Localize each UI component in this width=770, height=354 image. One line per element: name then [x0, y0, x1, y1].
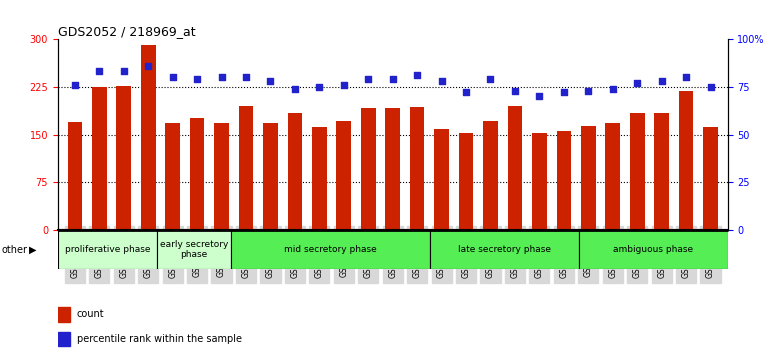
Text: count: count: [76, 309, 104, 319]
Point: [337, 82, 350, 88]
Bar: [214, 123, 229, 230]
Bar: [630, 114, 644, 230]
Bar: [579, 230, 728, 269]
Point: [484, 76, 497, 82]
Point: [411, 73, 424, 78]
Bar: [557, 131, 571, 230]
Point: [509, 88, 521, 93]
Text: ambiguous phase: ambiguous phase: [613, 245, 693, 254]
Bar: [410, 107, 424, 230]
Text: early secretory
phase: early secretory phase: [160, 240, 229, 259]
Point: [216, 74, 228, 80]
Point: [655, 78, 668, 84]
Bar: [166, 123, 180, 230]
Bar: [116, 86, 131, 230]
Text: other: other: [2, 245, 28, 255]
Bar: [336, 120, 351, 230]
Point: [436, 78, 448, 84]
Bar: [507, 106, 522, 230]
Point: [387, 76, 399, 82]
Text: percentile rank within the sample: percentile rank within the sample: [76, 334, 242, 344]
Bar: [483, 120, 498, 230]
Point: [142, 63, 154, 69]
Bar: [654, 114, 669, 230]
Point: [460, 90, 472, 95]
Bar: [189, 118, 205, 230]
Point: [362, 76, 374, 82]
Bar: [678, 91, 694, 230]
Point: [582, 88, 594, 93]
Text: mid secretory phase: mid secretory phase: [284, 245, 377, 254]
Bar: [58, 332, 70, 347]
Bar: [58, 230, 157, 269]
Bar: [68, 122, 82, 230]
Point: [166, 74, 179, 80]
Point: [557, 90, 570, 95]
Bar: [92, 87, 107, 230]
Bar: [434, 130, 449, 230]
Bar: [239, 106, 253, 230]
Bar: [361, 108, 376, 230]
Bar: [532, 133, 547, 230]
Bar: [157, 230, 232, 269]
Bar: [581, 126, 596, 230]
Bar: [58, 307, 70, 322]
Bar: [430, 230, 579, 269]
Point: [289, 86, 301, 91]
Bar: [263, 123, 278, 230]
Point: [680, 74, 692, 80]
Bar: [459, 133, 474, 230]
Point: [264, 78, 276, 84]
Bar: [232, 230, 430, 269]
Point: [93, 69, 105, 74]
Point: [705, 84, 717, 90]
Text: GDS2052 / 218969_at: GDS2052 / 218969_at: [58, 25, 196, 38]
Bar: [703, 127, 718, 230]
Bar: [141, 45, 156, 230]
Bar: [385, 108, 400, 230]
Bar: [287, 113, 303, 230]
Point: [239, 74, 252, 80]
Point: [69, 82, 81, 88]
Point: [313, 84, 326, 90]
Text: ▶: ▶: [29, 245, 37, 255]
Text: proliferative phase: proliferative phase: [65, 245, 150, 254]
Point: [118, 69, 130, 74]
Point: [534, 93, 546, 99]
Text: late secretory phase: late secretory phase: [458, 245, 551, 254]
Bar: [312, 127, 326, 230]
Bar: [605, 123, 620, 230]
Point: [607, 86, 619, 91]
Point: [631, 80, 644, 86]
Point: [191, 76, 203, 82]
